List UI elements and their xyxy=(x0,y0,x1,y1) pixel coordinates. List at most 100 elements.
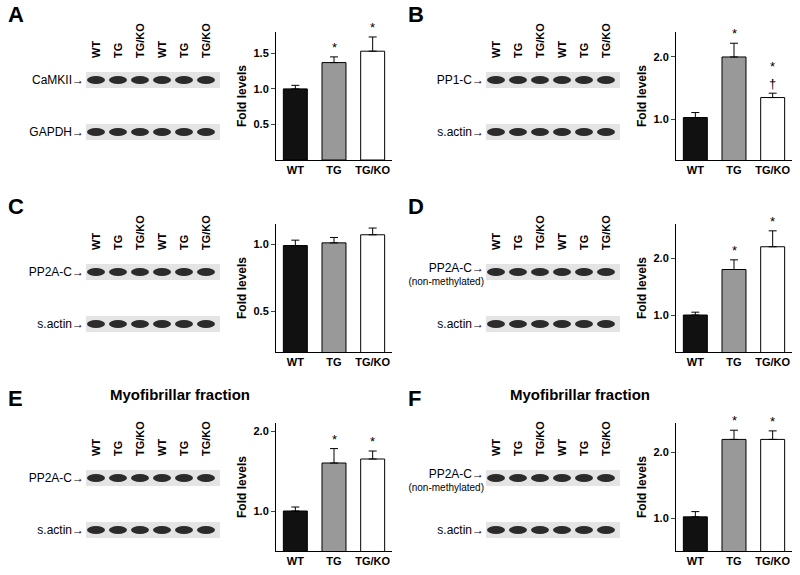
svg-text:TG: TG xyxy=(112,441,124,456)
svg-text:TG: TG xyxy=(178,235,190,250)
svg-text:2.0: 2.0 xyxy=(654,51,669,63)
svg-text:2.0: 2.0 xyxy=(254,425,269,437)
svg-text:*†: *† xyxy=(769,59,776,91)
svg-text:1.0: 1.0 xyxy=(254,505,269,517)
svg-text:TG: TG xyxy=(112,43,124,58)
svg-text:1.0: 1.0 xyxy=(654,113,669,125)
svg-text:TG: TG xyxy=(326,555,341,567)
svg-text:GAPDH→: GAPDH→ xyxy=(29,125,84,139)
svg-text:TG: TG xyxy=(726,164,741,176)
svg-text:TG: TG xyxy=(512,441,524,456)
svg-text:PP2A-C→: PP2A-C→ xyxy=(429,261,484,275)
svg-text:s.actin→: s.actin→ xyxy=(37,317,84,331)
svg-text:TG/KO: TG/KO xyxy=(134,23,146,58)
svg-text:s.actin→: s.actin→ xyxy=(437,523,484,537)
svg-text:WT: WT xyxy=(687,164,704,176)
svg-text:1.5: 1.5 xyxy=(254,47,269,59)
html-text:Myofibrillar fraction: Myofibrillar fraction xyxy=(510,386,650,403)
svg-text:s.actin→: s.actin→ xyxy=(437,317,484,331)
svg-text:0.5: 0.5 xyxy=(254,118,269,130)
svg-text:TG/KO: TG/KO xyxy=(355,356,390,368)
svg-text:WT: WT xyxy=(156,439,168,456)
svg-text:1.0: 1.0 xyxy=(654,309,669,321)
svg-text:TG/KO: TG/KO xyxy=(200,23,212,58)
svg-text:WT: WT xyxy=(156,233,168,250)
svg-text:WT: WT xyxy=(490,233,502,250)
svg-text:WT: WT xyxy=(287,356,304,368)
svg-text:1.0: 1.0 xyxy=(254,238,269,250)
svg-text:WT: WT xyxy=(687,356,704,368)
svg-text:Fold levels: Fold levels xyxy=(635,456,649,518)
svg-text:TG: TG xyxy=(178,43,190,58)
svg-text:TG/KO: TG/KO xyxy=(355,164,390,176)
svg-text:PP2A-C→: PP2A-C→ xyxy=(429,467,484,481)
svg-text:TG: TG xyxy=(112,235,124,250)
svg-text:TG/KO: TG/KO xyxy=(600,215,612,250)
svg-text:TG/KO: TG/KO xyxy=(355,555,390,567)
svg-text:TG/KO: TG/KO xyxy=(755,356,790,368)
svg-text:WT: WT xyxy=(287,555,304,567)
svg-text:2.0: 2.0 xyxy=(654,446,669,458)
svg-text:TG/KO: TG/KO xyxy=(755,555,790,567)
svg-text:*: * xyxy=(332,432,337,447)
svg-text:WT: WT xyxy=(490,41,502,58)
svg-text:TG/KO: TG/KO xyxy=(534,215,546,250)
svg-text:*: * xyxy=(370,434,375,449)
svg-text:TG/KO: TG/KO xyxy=(600,23,612,58)
svg-text:WT: WT xyxy=(90,233,102,250)
svg-text:*: * xyxy=(770,414,775,429)
html-text:Myofibrillar fraction: Myofibrillar fraction xyxy=(110,386,250,403)
svg-text:s.actin→: s.actin→ xyxy=(37,523,84,537)
svg-text:TG: TG xyxy=(578,235,590,250)
svg-text:PP2A-C→: PP2A-C→ xyxy=(29,471,84,485)
svg-text:Fold levels: Fold levels xyxy=(635,65,649,127)
svg-text:CaMKII→: CaMKII→ xyxy=(32,73,84,87)
svg-text:TG: TG xyxy=(726,356,741,368)
svg-text:WT: WT xyxy=(490,439,502,456)
svg-text:TG/KO: TG/KO xyxy=(755,164,790,176)
svg-text:TG: TG xyxy=(726,555,741,567)
svg-text:*: * xyxy=(732,243,737,258)
svg-text:TG: TG xyxy=(326,356,341,368)
svg-text:Fold levels: Fold levels xyxy=(635,257,649,319)
svg-text:TG: TG xyxy=(578,441,590,456)
svg-text:*: * xyxy=(332,40,337,55)
svg-text:TG: TG xyxy=(512,43,524,58)
svg-text:PP2A-C→: PP2A-C→ xyxy=(29,265,84,279)
svg-text:Fold levels: Fold levels xyxy=(235,456,249,518)
html-text:A: A xyxy=(8,2,24,27)
svg-text:*: * xyxy=(732,413,737,428)
svg-text:(non-methylated): (non-methylated) xyxy=(408,482,484,493)
svg-text:WT: WT xyxy=(287,164,304,176)
svg-text:*: * xyxy=(770,214,775,229)
svg-text:WT: WT xyxy=(156,41,168,58)
svg-text:TG/KO: TG/KO xyxy=(134,215,146,250)
svg-text:TG/KO: TG/KO xyxy=(534,421,546,456)
svg-text:*: * xyxy=(732,26,737,41)
svg-text:1.0: 1.0 xyxy=(254,83,269,95)
svg-text:WT: WT xyxy=(90,439,102,456)
svg-text:WT: WT xyxy=(556,439,568,456)
svg-text:Fold levels: Fold levels xyxy=(235,65,249,127)
svg-text:s.actin→: s.actin→ xyxy=(437,125,484,139)
svg-text:TG: TG xyxy=(178,441,190,456)
svg-text:TG/KO: TG/KO xyxy=(200,215,212,250)
svg-text:TG: TG xyxy=(326,164,341,176)
svg-text:PP1-C→: PP1-C→ xyxy=(437,73,484,87)
svg-text:TG/KO: TG/KO xyxy=(200,421,212,456)
svg-text:TG: TG xyxy=(512,235,524,250)
svg-text:WT: WT xyxy=(556,233,568,250)
svg-text:Fold levels: Fold levels xyxy=(235,257,249,319)
svg-text:TG/KO: TG/KO xyxy=(134,421,146,456)
svg-text:1.0: 1.0 xyxy=(654,512,669,524)
svg-text:WT: WT xyxy=(90,41,102,58)
svg-text:WT: WT xyxy=(687,555,704,567)
svg-text:*: * xyxy=(370,20,375,35)
svg-text:TG: TG xyxy=(578,43,590,58)
svg-text:0.5: 0.5 xyxy=(254,305,269,317)
svg-text:TG/KO: TG/KO xyxy=(534,23,546,58)
svg-text:2.0: 2.0 xyxy=(654,252,669,264)
svg-text:TG/KO: TG/KO xyxy=(600,421,612,456)
svg-text:(non-methylated): (non-methylated) xyxy=(408,276,484,287)
svg-text:WT: WT xyxy=(556,41,568,58)
